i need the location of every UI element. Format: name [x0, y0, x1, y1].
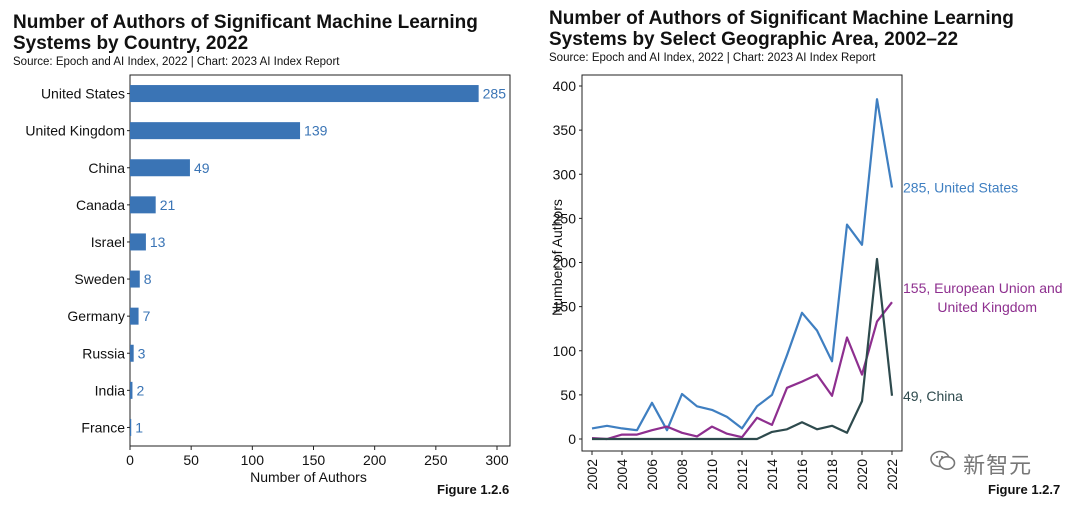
x-tick-label: 2006	[644, 459, 660, 490]
watermark-text: 新智元	[963, 453, 1033, 478]
bar	[130, 381, 133, 399]
category-label: India	[95, 382, 126, 398]
plot-frame	[581, 74, 903, 452]
y-tick-label: 250	[553, 210, 577, 226]
right-chart-title-line2: Systems by Select Geographic Area, 2002–…	[549, 29, 959, 50]
category-label: China	[88, 160, 125, 176]
x-tick-label: 200	[363, 452, 387, 468]
data-label: 7	[143, 308, 151, 324]
y-tick-label: 350	[553, 122, 577, 138]
wechat-icon	[930, 450, 956, 478]
x-tick-label: 50	[183, 452, 199, 468]
y-tick-label: 0	[568, 431, 576, 447]
bar	[130, 270, 140, 288]
x-axis-title: Number of Authors	[250, 469, 367, 485]
right-chart-source: Source: Epoch and AI Index, 2022 | Chart…	[549, 52, 876, 64]
x-tick-label: 2010	[704, 459, 720, 490]
y-tick-label: 300	[553, 166, 577, 182]
y-tick-label: 150	[553, 299, 577, 315]
data-label: 49	[194, 160, 210, 176]
y-tick-label: 200	[553, 255, 577, 271]
bar	[130, 233, 146, 251]
y-tick-label: 50	[560, 387, 576, 403]
right-chart-title-line1: Number of Authors of Significant Machine…	[549, 8, 1014, 29]
series-line-china	[592, 257, 894, 441]
left-figure-label: Figure 1.2.6	[437, 482, 510, 497]
left-chart-source: Source: Epoch and AI Index, 2022 | Chart…	[13, 56, 340, 68]
data-label: 13	[150, 234, 166, 250]
category-label: Russia	[82, 345, 125, 361]
x-tick-label: 2002	[584, 459, 600, 490]
bar	[130, 159, 190, 177]
y-tick-label: 100	[553, 343, 577, 359]
left-chart-title-line2: Systems by Country, 2022	[13, 33, 249, 54]
left-chart-title-line1: Number of Authors of Significant Machine…	[13, 12, 478, 33]
bar	[130, 344, 134, 362]
data-label: 285	[483, 86, 507, 102]
data-label: 1	[135, 419, 143, 435]
bar	[130, 122, 301, 140]
x-tick-label: 0	[126, 452, 134, 468]
series-line-united-states	[591, 98, 894, 432]
data-label: 139	[304, 123, 328, 139]
x-tick-label: 2012	[734, 459, 750, 490]
x-tick-label: 300	[485, 452, 509, 468]
x-tick-label: 2008	[674, 459, 690, 490]
x-tick-label: 2018	[824, 459, 840, 490]
bar	[130, 85, 479, 103]
bar-chart: United States 285 United Kingdom 139 China 49…	[25, 74, 511, 485]
series-end-label: 49, China	[903, 388, 963, 404]
data-label: 21	[160, 197, 176, 213]
plot-frame	[129, 74, 511, 447]
bar	[130, 307, 139, 325]
series-line-european-union-and-united-kingdom	[591, 301, 893, 441]
series-end-label: 155, European Union and	[903, 280, 1063, 296]
category-label: United States	[41, 86, 125, 102]
line-chart: 0 50 100 150 200 250 300 350 400 Number of Author…	[549, 74, 1063, 490]
x-tick-label: 100	[241, 452, 265, 468]
category-label: France	[81, 419, 125, 435]
data-label: 8	[144, 271, 152, 287]
category-label: United Kingdom	[25, 123, 125, 139]
bar	[130, 418, 132, 436]
right-figure-label: Figure 1.2.7	[988, 482, 1061, 497]
x-tick-label: 2016	[794, 459, 810, 490]
category-label: Germany	[67, 308, 125, 324]
series-end-label: 285, United States	[903, 179, 1018, 195]
x-tick-label: 150	[302, 452, 326, 468]
x-tick-label: 2020	[854, 459, 870, 490]
data-label: 2	[136, 382, 144, 398]
x-tick-label: 2022	[884, 459, 900, 490]
x-tick-label: 2004	[614, 459, 630, 490]
bar	[130, 196, 156, 214]
watermark: 新智元	[930, 448, 1032, 480]
series-end-label: United Kingdom	[937, 299, 1037, 315]
y-tick-label: 400	[553, 78, 577, 94]
category-label: Sweden	[74, 271, 125, 287]
x-tick-label: 250	[424, 452, 448, 468]
category-label: Canada	[76, 197, 125, 213]
x-tick-label: 2014	[764, 459, 780, 490]
y-axis-title: Number of Authors	[549, 199, 565, 316]
category-label: Israel	[91, 234, 125, 250]
data-label: 3	[138, 345, 146, 361]
